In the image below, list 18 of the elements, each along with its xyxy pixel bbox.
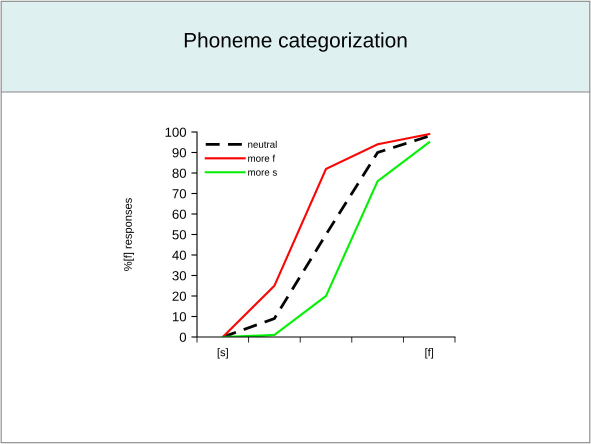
y-tick-label: 50 [172, 230, 186, 240]
chart-title: Phoneme categorization [184, 32, 406, 52]
y-tick-label: 80 [172, 168, 186, 178]
y-tick-label: 0 [180, 332, 186, 342]
y-tick-label: 20 [172, 292, 186, 301]
legend-label: more s [248, 170, 277, 176]
y-tick-label: 60 [172, 210, 186, 219]
legend-label: more f [248, 154, 276, 162]
y-tick-label: 10 [172, 312, 186, 322]
y-tick-label: 30 [172, 271, 186, 280]
y-tick-label: 90 [172, 148, 186, 158]
y-tick-label: 70 [172, 189, 186, 198]
y-axis-title: %[f] responses [124, 198, 134, 271]
x-tick-label: [f] [425, 348, 434, 358]
x-tick-label: [s] [218, 348, 228, 358]
legend-label: neutral [248, 140, 277, 148]
y-tick-label: 40 [172, 250, 186, 260]
y-tick-label: 100 [166, 128, 186, 137]
